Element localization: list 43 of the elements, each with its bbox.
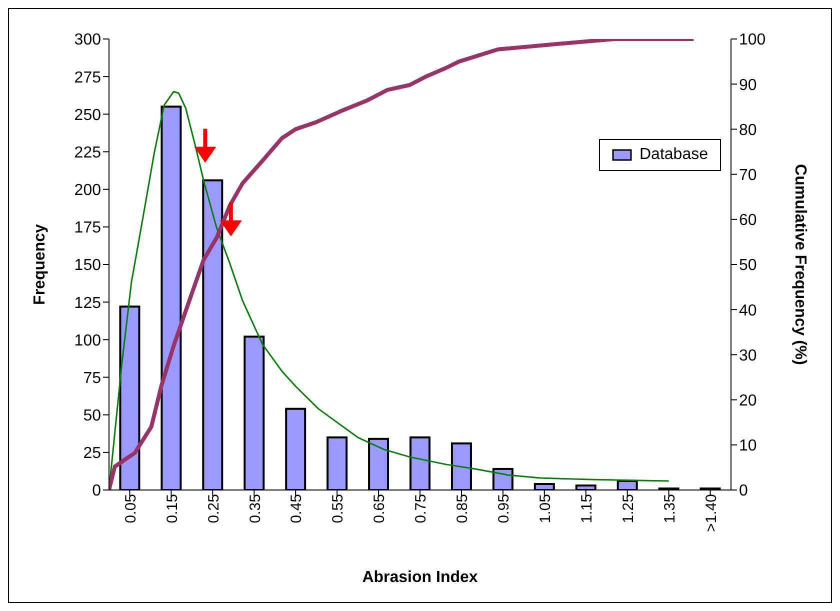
x-tick-label: 0.95 [496,494,513,524]
x-tick-label: 1.15 [578,494,596,524]
y2-tick-label: 20 [739,392,757,410]
x-tick-label: 1.25 [620,494,637,524]
y-tick-label: 25 [83,445,102,462]
x-tick-label: 0.35 [246,494,264,524]
x-tick-label: 0.55 [330,494,347,524]
y-tick-label: 100 [74,332,102,350]
y-tick-label: 75 [83,370,102,387]
y-axis-title: Frequency [32,224,49,305]
y-tick-label: 275 [74,69,102,86]
y2-tick-label: 0 [739,482,748,500]
y2-tick-label: 30 [739,347,757,364]
x-tick-label: 1.35 [661,494,678,524]
y-tick-label: 0 [92,482,102,500]
y2-tick-label: 50 [739,257,757,274]
x-axis-title: Abrasion Index [362,569,478,586]
y2-tick-label: 80 [739,122,757,139]
x-tick-label: 0.25 [205,494,222,524]
y-tick-label: 225 [74,144,102,162]
y2-tick-label: 10 [739,438,757,455]
y-tick-label: 125 [74,294,102,312]
y2-tick-label: 70 [739,166,757,184]
y2-tick-label: 60 [739,212,757,230]
x-tick-label: 1.05 [537,494,554,524]
x-tick-label: >1.40 [702,494,720,532]
y-tick-label: 300 [74,32,102,49]
y2-tick-label: 100 [739,32,766,49]
x-tick-label: 0.75 [412,494,430,524]
y-tick-label: 250 [74,106,102,124]
y2-tick-label: 40 [739,302,757,320]
y2-axis-title: Cumulative Frequency (%) [791,164,808,365]
y-tick-label: 175 [74,220,102,237]
x-tick-label: 0.85 [454,494,472,524]
y-tick-label: 150 [74,257,102,274]
x-tick-label: 0.65 [371,494,388,524]
x-tick-label: 0.05 [122,494,140,524]
y-tick-label: 50 [83,408,102,425]
x-tick-label: 0.45 [288,494,306,524]
y2-tick-label: 90 [739,76,757,94]
x-tick-label: 0.15 [164,494,181,524]
y-tick-label: 200 [74,182,102,200]
legend-label: Database [640,146,708,164]
